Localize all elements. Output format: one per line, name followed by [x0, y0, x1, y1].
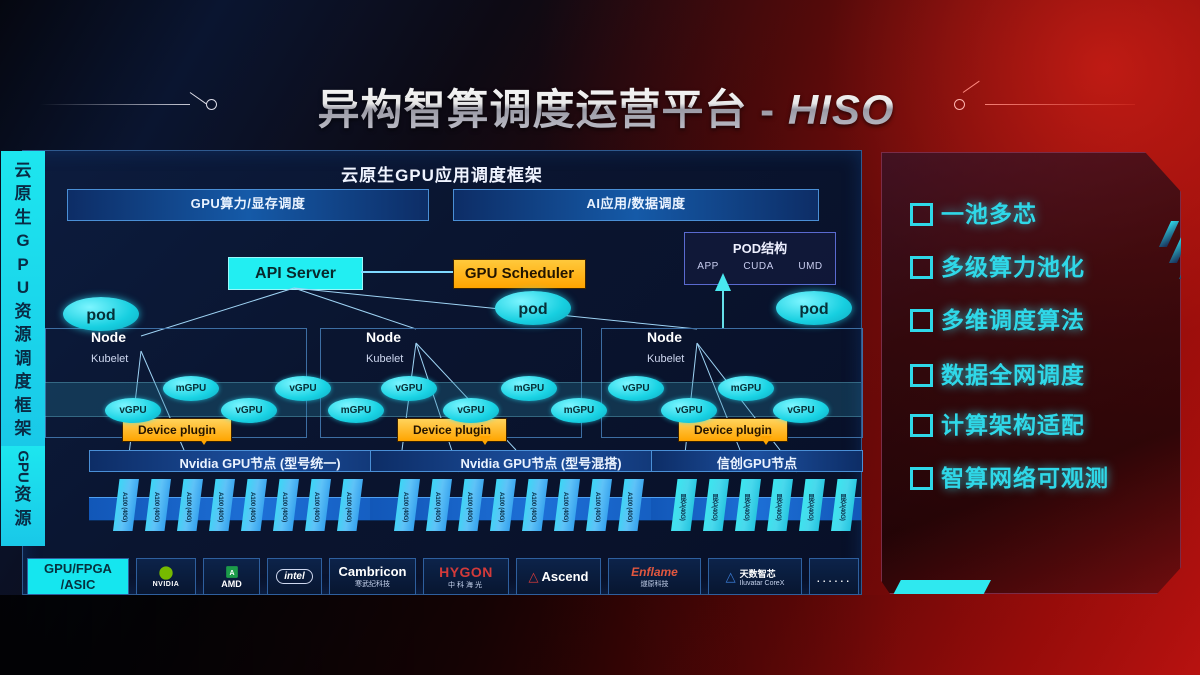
svg-text:A: A: [229, 569, 234, 576]
